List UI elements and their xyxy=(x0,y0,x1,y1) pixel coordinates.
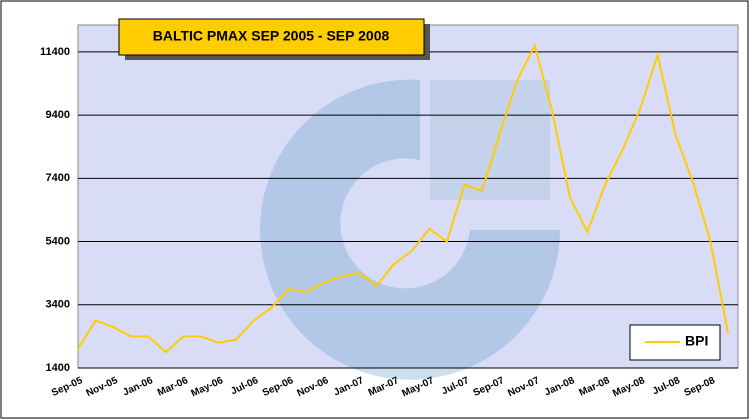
title-box xyxy=(118,18,425,56)
y-tick-label: 5400 xyxy=(46,235,70,247)
y-tick-label: 7400 xyxy=(46,172,70,184)
y-tick-label: 9400 xyxy=(46,109,70,121)
legend-label: BPI xyxy=(685,333,708,349)
plot-area xyxy=(77,24,739,369)
y-tick-label: 1400 xyxy=(46,362,70,374)
y-tick-label: 3400 xyxy=(46,299,70,311)
line-series xyxy=(77,42,729,354)
y-tick-label: 11400 xyxy=(40,46,70,58)
chart-title: BALTIC PMAX SEP 2005 - SEP 2008 xyxy=(153,28,390,44)
